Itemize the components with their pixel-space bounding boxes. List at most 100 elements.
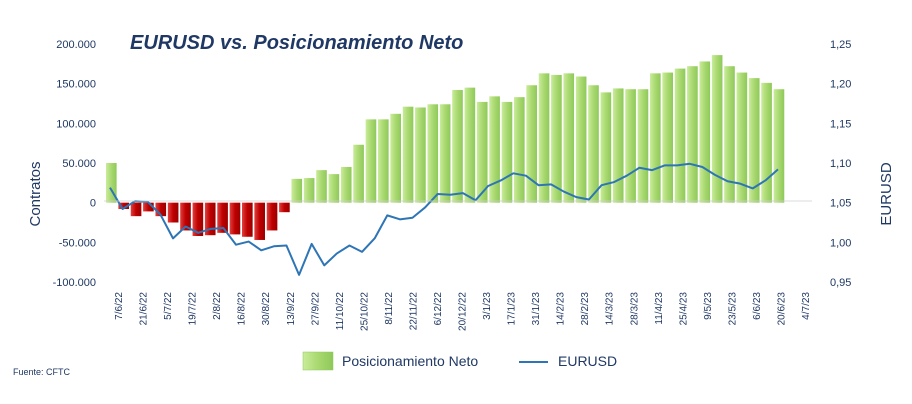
x-tick-label: 27/9/22 [310, 292, 321, 326]
bar [711, 55, 723, 203]
bar [526, 85, 537, 203]
bar [204, 202, 216, 236]
bar [452, 90, 463, 203]
legend-label-line: EURUSD [558, 353, 617, 369]
bar [773, 89, 785, 203]
bar [724, 66, 735, 203]
bar [538, 73, 550, 203]
left-tick-label: 150.000 [56, 79, 96, 91]
x-tick-label: 14/3/23 [605, 292, 616, 326]
x-tick-label: 23/5/23 [727, 292, 738, 326]
left-axis-ticks: -100.000 -50.000 0 50.000 100.000 150.000 200.… [53, 39, 96, 289]
right-tick-label: 1,15 [830, 118, 851, 130]
bar [748, 78, 760, 203]
bar-series [106, 55, 785, 240]
x-tick-label: 6/12/22 [433, 292, 444, 326]
left-tick-label: 100.000 [56, 118, 96, 130]
x-tick-label: 19/7/22 [188, 292, 199, 326]
bar [687, 66, 698, 203]
bar [514, 97, 525, 203]
right-tick-label: 0,95 [830, 277, 851, 289]
bar [130, 202, 142, 217]
bar [415, 107, 426, 203]
x-tick-label: 21/6/22 [139, 292, 150, 326]
bar [291, 178, 303, 203]
x-tick-label: 25/4/23 [678, 292, 689, 326]
x-axis-ticks: 7/6/22 21/6/22 5/7/22 19/7/22 2/8/22 16/8/22 3… [114, 292, 812, 331]
bar [353, 144, 364, 203]
bar [340, 166, 352, 203]
bar [650, 73, 661, 203]
x-tick-label: 6/6/23 [752, 292, 763, 320]
bar [217, 202, 228, 233]
right-axis-ticks: 0,95 1,00 1,05 1,10 1,15 1,20 1,25 [830, 39, 851, 289]
bar [489, 96, 500, 203]
legend: Posicionamiento Neto EURUSD [302, 351, 617, 371]
bar [167, 202, 179, 223]
bar [736, 72, 748, 203]
bar [612, 88, 624, 203]
x-tick-label: 8/11/22 [384, 292, 395, 325]
bar [637, 89, 649, 203]
legend-label-bars: Posicionamiento Neto [342, 353, 478, 369]
bar [242, 202, 253, 237]
bar [180, 202, 191, 231]
legend-swatch-bars [302, 351, 334, 371]
bar [551, 74, 562, 203]
bar [761, 82, 772, 203]
bar [229, 202, 241, 235]
bar [316, 170, 327, 203]
bar [390, 113, 401, 203]
bar [266, 202, 278, 231]
bar [118, 202, 129, 210]
right-tick-label: 1,05 [830, 198, 851, 210]
right-tick-label: 1,10 [830, 158, 851, 170]
x-tick-label: 2/8/22 [212, 292, 223, 320]
x-tick-label: 14/2/23 [556, 292, 567, 326]
left-tick-label: 0 [90, 198, 96, 210]
bar [378, 119, 389, 203]
x-tick-label: 3/1/23 [482, 292, 493, 320]
x-tick-label: 30/8/22 [261, 292, 272, 326]
x-tick-label: 9/5/23 [703, 292, 714, 320]
bar [662, 72, 673, 203]
x-tick-label: 28/2/23 [580, 292, 591, 326]
right-tick-label: 1,20 [830, 79, 851, 91]
bar [588, 85, 599, 203]
bar [476, 101, 488, 203]
x-tick-label: 13/9/22 [286, 292, 297, 326]
x-tick-label: 5/7/22 [163, 292, 174, 320]
bar [328, 174, 340, 203]
x-tick-label: 16/8/22 [237, 292, 248, 326]
left-tick-label: 50.000 [62, 158, 96, 170]
x-tick-label: 22/11/22 [408, 292, 419, 331]
bar [501, 101, 513, 203]
right-tick-label: 1,00 [830, 237, 851, 249]
x-tick-label: 25/10/22 [359, 292, 370, 331]
bar [439, 104, 451, 203]
bar [143, 202, 154, 212]
bar [699, 61, 711, 203]
bar [674, 68, 686, 203]
x-tick-label: 31/1/23 [531, 292, 542, 326]
bar [279, 202, 290, 213]
bar [427, 104, 439, 203]
left-tick-label: -50.000 [59, 237, 96, 249]
bar [625, 89, 636, 203]
right-axis-title: EURUSD [878, 162, 895, 226]
right-tick-label: 1,25 [830, 39, 851, 51]
x-tick-label: 7/6/22 [114, 292, 125, 320]
bar [402, 106, 414, 203]
bar [600, 92, 612, 203]
x-tick-label: 20/6/23 [777, 292, 788, 326]
x-tick-label: 11/4/23 [654, 292, 665, 325]
bar [575, 76, 587, 203]
chart-title: EURUSD vs. Posicionamiento Neto [130, 32, 463, 54]
x-tick-label: 11/10/22 [335, 292, 346, 331]
bar [303, 178, 315, 203]
left-tick-label: 200.000 [56, 39, 96, 51]
x-tick-label: 28/3/23 [629, 292, 640, 326]
eurusd-line [109, 162, 779, 276]
bar [254, 202, 265, 240]
